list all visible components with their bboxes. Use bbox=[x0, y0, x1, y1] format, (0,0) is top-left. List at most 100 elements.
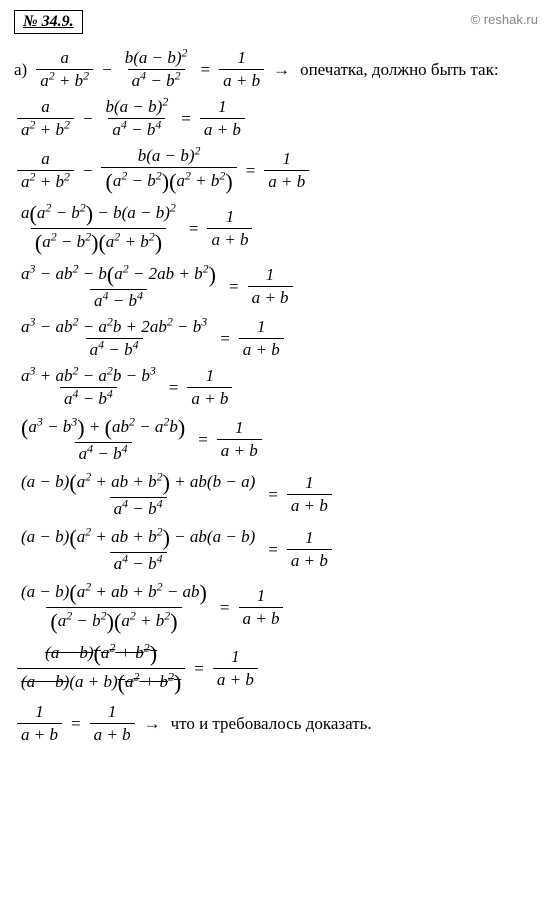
fraction: 1 a + b bbox=[17, 702, 62, 745]
numerator: a3 − ab2 − a2b + 2ab2 − b3 bbox=[17, 317, 211, 338]
numerator: 1 bbox=[31, 702, 48, 723]
denominator: a4 − b4 bbox=[90, 289, 147, 311]
equation-line-7: a3 + ab2 − a2b − b3 a4 − b4 = 1 a + b bbox=[14, 366, 538, 409]
numerator: 1 bbox=[202, 366, 219, 387]
typo-note: опечатка, должно быть так: bbox=[300, 60, 499, 80]
equals-op: = bbox=[268, 540, 278, 560]
fraction: (a − b)(a2 + ab + b2) − ab(a − b) a4 − b… bbox=[17, 525, 259, 574]
numerator: 1 bbox=[253, 586, 270, 607]
numerator: 1 bbox=[301, 528, 318, 549]
numerator: a3 + ab2 − a2b − b3 bbox=[17, 366, 160, 387]
equals-op: = bbox=[220, 598, 230, 618]
fraction: a3 + ab2 − a2b − b3 a4 − b4 bbox=[17, 366, 160, 409]
denominator: a + b bbox=[287, 549, 332, 571]
numerator: 1 bbox=[104, 702, 121, 723]
denominator: (a2 − b2)(a2 + b2) bbox=[101, 167, 236, 195]
fraction: a3 − ab2 − b(a2 − 2ab + b2) a4 − b4 bbox=[17, 262, 220, 311]
fraction: 1 a + b bbox=[287, 473, 332, 516]
numerator: a(a2 − b2) − b(a − b)2 bbox=[17, 201, 180, 228]
qed-note: что и требовалось доказать. bbox=[171, 714, 372, 734]
numerator: 1 bbox=[262, 265, 279, 286]
numerator: 1 bbox=[279, 149, 296, 170]
equation-line-2: a a2 + b2 − b(a − b)2 a4 − b4 = 1 a + b bbox=[14, 97, 538, 140]
fraction: 1 a + b bbox=[264, 149, 309, 192]
numerator: 1 bbox=[233, 48, 250, 69]
watermark: © reshak.ru bbox=[471, 12, 538, 27]
denominator: a4 − b4 bbox=[60, 387, 117, 409]
numerator: (a − b)(a2 + ab + b2) + ab(b − a) bbox=[17, 470, 259, 497]
equation-line-9: (a − b)(a2 + ab + b2) + ab(b − a) a4 − b… bbox=[14, 470, 538, 519]
numerator: (a − b)(a2 + b2) bbox=[41, 641, 161, 668]
denominator: a4 − b4 bbox=[86, 338, 143, 360]
numerator: 1 bbox=[214, 97, 231, 118]
fraction: a3 − ab2 − a2b + 2ab2 − b3 a4 − b4 bbox=[17, 317, 211, 360]
arrow-icon: → bbox=[273, 60, 290, 80]
denominator: a4 − b4 bbox=[75, 442, 132, 464]
numerator: (a3 − b3) + (ab2 − a2b) bbox=[17, 415, 189, 442]
fraction: (a3 − b3) + (ab2 − a2b) a4 − b4 bbox=[17, 415, 189, 464]
fraction: 1 a + b bbox=[217, 418, 262, 461]
numerator: 1 bbox=[222, 207, 239, 228]
denominator: a + b bbox=[17, 723, 62, 745]
fraction: a a2 + b2 bbox=[17, 149, 74, 192]
denominator: a + b bbox=[213, 668, 258, 690]
equals-op: = bbox=[194, 659, 204, 679]
equals-op: = bbox=[181, 109, 191, 129]
fraction: 1 a + b bbox=[207, 207, 252, 250]
numerator: a3 − ab2 − b(a2 − 2ab + b2) bbox=[17, 262, 220, 289]
equation-line-6: a3 − ab2 − a2b + 2ab2 − b3 a4 − b4 = 1 a… bbox=[14, 317, 538, 360]
fraction: 1 a + b bbox=[219, 48, 264, 91]
equation-line-4: a(a2 − b2) − b(a − b)2 (a2 − b2)(a2 + b2… bbox=[14, 201, 538, 256]
denominator: (a2 − b2)(a2 + b2) bbox=[31, 228, 166, 256]
denominator: a + b bbox=[217, 439, 262, 461]
equation-line-1: а) a a2 + b2 − b(a − b)2 a4 − b2 = 1 a +… bbox=[14, 48, 538, 91]
fraction: a a2 + b2 bbox=[36, 48, 93, 91]
fraction: (a − b)(a2 + b2) (a − b)(a + b)(a2 + b2) bbox=[17, 641, 185, 696]
equation-line-5: a3 − ab2 − b(a2 − 2ab + b2) a4 − b4 = 1 … bbox=[14, 262, 538, 311]
denominator: a + b bbox=[90, 723, 135, 745]
numerator: a bbox=[56, 48, 73, 69]
denominator: a2 + b2 bbox=[17, 118, 74, 140]
equation-line-10: (a − b)(a2 + ab + b2) − ab(a − b) a4 − b… bbox=[14, 525, 538, 574]
problem-number: № 34.9. bbox=[14, 10, 83, 34]
fraction: b(a − b)2 (a2 − b2)(a2 + b2) bbox=[101, 146, 236, 195]
denominator: a + b bbox=[219, 69, 264, 91]
denominator: a + b bbox=[200, 118, 245, 140]
fraction: 1 a + b bbox=[239, 586, 284, 629]
equals-op: = bbox=[198, 430, 208, 450]
denominator: a + b bbox=[248, 286, 293, 308]
fraction: 1 a + b bbox=[239, 317, 284, 360]
equals-op: = bbox=[169, 378, 179, 398]
denominator: a2 + b2 bbox=[36, 69, 93, 91]
fraction: 1 a + b bbox=[187, 366, 232, 409]
fraction: 1 a + b bbox=[287, 528, 332, 571]
equals-op: = bbox=[268, 485, 278, 505]
equation-line-11: (a − b)(a2 + ab + b2 − ab) (a2 − b2)(a2 … bbox=[14, 580, 538, 635]
equals-op: = bbox=[229, 277, 239, 297]
denominator: a4 − b4 bbox=[110, 552, 167, 574]
fraction: b(a − b)2 a4 − b4 bbox=[101, 97, 172, 140]
numerator: 1 bbox=[253, 317, 270, 338]
denominator: a + b bbox=[239, 607, 284, 629]
denominator: a + b bbox=[187, 387, 232, 409]
fraction: 1 a + b bbox=[248, 265, 293, 308]
numerator: b(a − b)2 bbox=[121, 48, 192, 69]
fraction: a a2 + b2 bbox=[17, 97, 74, 140]
fraction: (a − b)(a2 + ab + b2) + ab(b − a) a4 − b… bbox=[17, 470, 259, 519]
arrow-icon: → bbox=[144, 714, 161, 734]
denominator: (a − b)(a + b)(a2 + b2) bbox=[17, 668, 185, 696]
numerator: 1 bbox=[301, 473, 318, 494]
fraction: (a − b)(a2 + ab + b2 − ab) (a2 − b2)(a2 … bbox=[17, 580, 211, 635]
numerator: 1 bbox=[227, 647, 244, 668]
denominator: a4 − b4 bbox=[110, 497, 167, 519]
fraction: 1 a + b bbox=[213, 647, 258, 690]
denominator: a2 + b2 bbox=[17, 170, 74, 192]
equation-line-8: (a3 − b3) + (ab2 − a2b) a4 − b4 = 1 a + … bbox=[14, 415, 538, 464]
numerator: 1 bbox=[231, 418, 248, 439]
denominator: a4 − b2 bbox=[128, 69, 185, 91]
denominator: a4 − b4 bbox=[108, 118, 165, 140]
numerator: b(a − b)2 bbox=[101, 97, 172, 118]
equals-op: = bbox=[189, 219, 199, 239]
fraction: b(a − b)2 a4 − b2 bbox=[121, 48, 192, 91]
minus-op: − bbox=[83, 109, 93, 129]
